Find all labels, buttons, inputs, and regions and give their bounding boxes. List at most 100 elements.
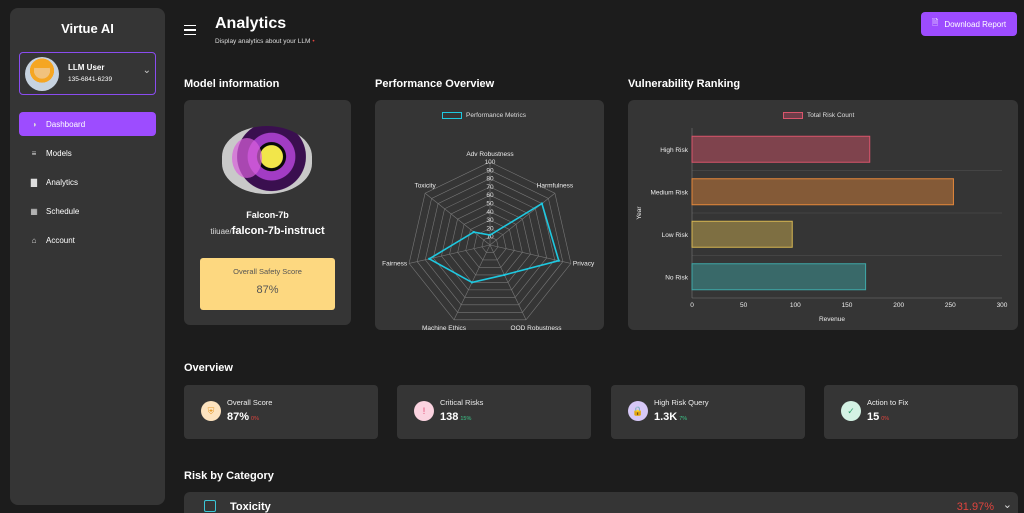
user-icon: ⌂ [31,235,37,245]
sidebar-item-models[interactable]: ≡ Models [19,141,156,165]
radar-point[interactable] [428,257,431,261]
bar[interactable] [691,263,867,291]
radar-spoke [489,193,556,246]
radar-tick-label: 10 [486,234,494,241]
lock-icon: 🔒 [628,401,648,421]
sidebar-item-schedule[interactable]: ▦ Schedule [19,199,156,223]
card-label: Action to Fix [867,398,909,407]
radar-axis-label: Harmfulness [537,182,574,189]
bar[interactable] [691,178,954,206]
section-title-model-info: Model information [184,78,280,90]
radar-legend[interactable]: Performance Metrics [442,112,526,119]
sidebar-item-analytics[interactable]: ▇ Analytics [19,170,156,194]
radar-spoke [489,244,527,320]
radar-grid-ring [441,194,539,291]
chevron-down-icon[interactable]: ⌄ [142,65,151,76]
radar-point[interactable] [503,273,506,277]
radar-axis-label: Machine Ethics [422,325,467,330]
radar-grid-ring [473,228,507,261]
radar-point[interactable] [557,259,560,262]
overview-card[interactable]: 🔒 High Risk Query 1.3K 7% [611,385,805,439]
model-path: tiiuae/falcon-7b-instruct [184,225,351,237]
card-label: Critical Risks [440,398,484,407]
radar-grid-ring [416,169,564,313]
bar-tick-label: 100 [790,302,801,309]
hamburger-menu-icon[interactable] [184,25,196,35]
page-title: Analytics [215,15,287,32]
bar-tick-label: 50 [740,302,748,309]
bar-category-label: Medium Risk [650,189,688,196]
radar-point[interactable] [540,202,544,205]
bar-tick-label: 150 [842,302,853,309]
section-title-risk-category: Risk by Category [184,470,274,482]
radar-tick-label: 30 [486,217,494,224]
overview-card[interactable]: ✓ Action to Fix 15 0% [824,385,1018,439]
stack-icon: ≡ [31,148,37,158]
calendar-icon: ▦ [30,206,38,216]
risk-category-percent: 31.97% [956,501,994,513]
legend-label: Total Risk Count [807,112,855,119]
sidebar: Virtue AI LLM User 135-6841-6239 ⌄ ◑ Das… [10,8,165,505]
radar-axis-label: OOD Robustness [511,325,563,330]
radar-tick-label: 20 [486,225,494,232]
card-value: 1.3K 7% [654,411,688,423]
card-delta: 0% [251,416,259,422]
model-info-panel: Falcon-7b tiiuae/falcon-7b-instruct Over… [184,100,351,325]
model-id: falcon-7b-instruct [231,225,325,237]
risk-category-row[interactable]: Toxicity 31.97% ⌄ [184,492,1018,513]
user-name: LLM User [68,63,105,72]
section-title-overview: Overview [184,362,233,374]
legend-swatch [783,112,803,119]
sidebar-item-label: Models [46,148,72,158]
bar-x-axis-label: Revenue [819,316,845,323]
radar-point[interactable] [470,281,474,284]
card-value: 15 0% [867,411,890,423]
shield-icon: ⛨ [201,401,221,421]
radar-tick-label: 80 [486,176,494,183]
bar[interactable] [691,135,871,163]
download-report-label: Download Report [944,19,1007,29]
card-delta: 15% [460,416,472,422]
bar[interactable] [691,220,793,248]
radar-spoke [424,193,491,246]
radar-grid-ring [465,219,515,268]
sidebar-item-label: Account [46,235,75,245]
radar-point[interactable] [488,233,492,237]
safety-score-label: Overall Safety Score [233,267,302,276]
radar-tick-label: 40 [486,209,494,216]
download-report-button[interactable]: 🗎 Download Report [921,12,1017,36]
section-title-performance: Performance Overview [375,78,495,90]
sidebar-item-dashboard[interactable]: ◑ Dashboard [19,112,156,136]
bar-chart: High Risk Medium Risk Low Risk No Risk 0 50 10… [636,128,1008,323]
sidebar-item-account[interactable]: ⌂ Account [19,228,156,252]
safety-score-box: Overall Safety Score 87% [200,258,335,310]
radar-spoke [409,244,491,264]
radar-tick-label: 100 [485,159,496,166]
safety-score-value: 87% [256,284,279,296]
radar-tick-label: 60 [486,192,494,199]
overview-card[interactable]: ! Critical Risks 138 15% [397,385,591,439]
radar-point[interactable] [472,230,475,234]
sidebar-item-label: Schedule [46,206,80,216]
brand-title: Virtue AI [61,21,114,36]
bar-tick-label: 200 [893,302,904,309]
chevron-double-down-icon[interactable]: ⌄ [1002,499,1012,511]
sidebar-item-label: Dashboard [46,119,86,129]
performance-panel: Performance Metrics 10 20 30 40 50 60 70 80 90 10… [375,100,604,330]
bar-category-label: Low Risk [662,232,689,239]
radar-tick-label: 90 [486,167,494,174]
overview-card[interactable]: ⛨ Overall Score 87% 0% [184,385,378,439]
avatar [25,57,59,91]
bar-legend[interactable]: Total Risk Count [783,112,854,119]
bar-y-axis-label: Year [636,206,643,220]
radar-grid-ring [457,211,523,276]
radar-grid-ring [481,236,499,253]
users-check-icon: ✓ [841,401,861,421]
radar-tick-label: 70 [486,184,494,191]
radar-tick-label: 50 [486,201,494,208]
vulnerability-panel: Total Risk Count High Risk Medium Risk Low… [628,100,1018,330]
bar-category-label: High Risk [660,147,689,154]
user-card[interactable]: LLM User 135-6841-6239 ⌄ [19,52,156,95]
legend-swatch [442,112,462,119]
